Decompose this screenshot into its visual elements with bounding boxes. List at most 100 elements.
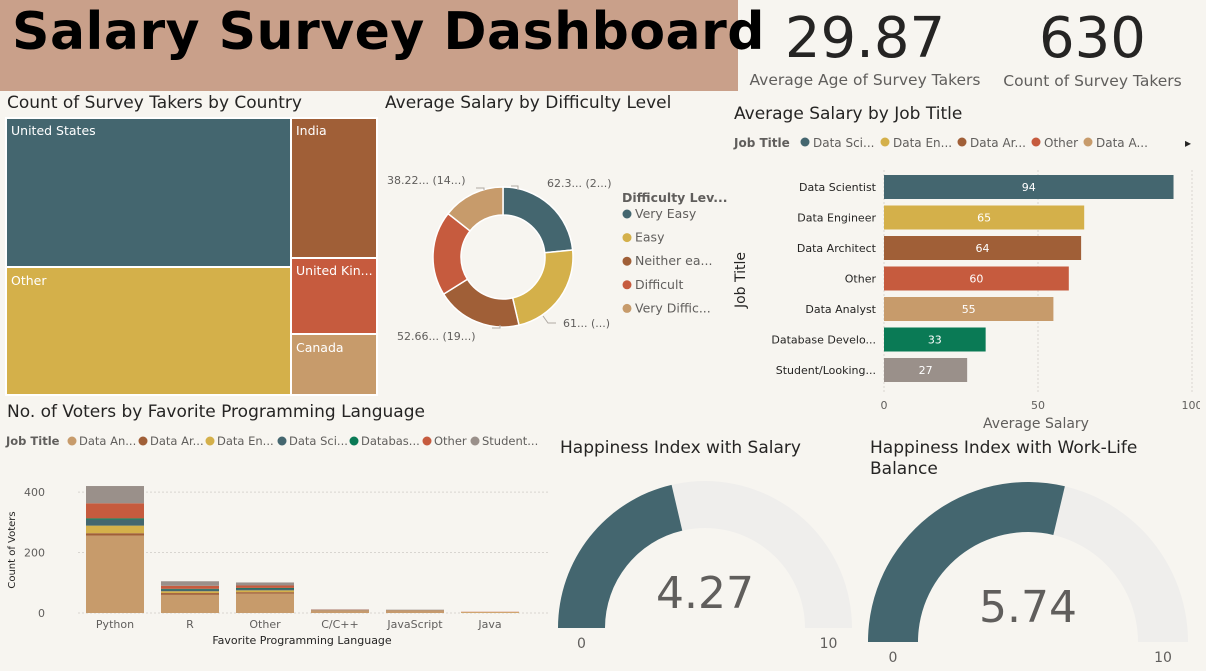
lang-bar-segment-r-other[interactable] [161, 585, 219, 589]
job-x-ticks: 0 50 100 [881, 399, 1201, 412]
donut-legend-item-very-diffic[interactable]: Very Diffic... [635, 300, 711, 315]
lang-y-axis-label: Count of Voters [7, 511, 18, 588]
job-bar-data-engineer[interactable] [884, 205, 1085, 230]
lang-bar-segment-r-data-ar[interactable] [161, 593, 219, 595]
lang-legend-item-data-sci[interactable]: Data Sci... [289, 434, 348, 448]
donut-legend: Very Easy Easy Neither ea... Difficult Very … [622, 206, 712, 315]
treemap-cell-canada[interactable] [290, 333, 378, 396]
job-bars: Data Scientist 94 Data Engineer 65 Data Arch… [771, 175, 1174, 382]
lang-bar-segment-r-student[interactable] [161, 581, 219, 586]
lang-bar-segment-other-data-an[interactable] [236, 593, 294, 613]
lang-bar-segment-python-student[interactable] [86, 486, 144, 504]
gauge-min-label: 0 [889, 650, 898, 666]
lang-bar-segment-python-data-an[interactable] [86, 535, 144, 613]
job-category-label: Other [845, 273, 877, 286]
job-category-label: Database Develo... [771, 334, 876, 347]
treemap-cell-uk[interactable] [290, 257, 378, 335]
job-legend-marker-other [1031, 137, 1041, 147]
donut-slice-easy[interactable] [511, 249, 574, 327]
title-banner [0, 0, 738, 91]
lang-bar-segment-java-data-an[interactable] [461, 612, 519, 613]
lang-legend-marker-other [422, 436, 432, 446]
lang-legend-marker-databas [349, 436, 359, 446]
job-legend-title: Job Title [733, 136, 790, 150]
donut-legend-marker-difficult [622, 280, 632, 290]
lang-bar-segment-r-databas[interactable] [161, 588, 219, 590]
donut-title: Average Salary by Difficulty Level [385, 93, 672, 113]
job-legend-item-data-a[interactable]: Data A... [1096, 136, 1148, 150]
job-legend-arrow[interactable]: ▸ [1185, 136, 1191, 150]
gauge-value-arc[interactable] [558, 484, 683, 628]
job-legend-marker-data-ar [957, 137, 967, 147]
lang-legend-item-student[interactable]: Student... [482, 434, 538, 448]
treemap-cell-india[interactable] [290, 117, 378, 259]
job-legend-item-data-sci[interactable]: Data Sci... [813, 136, 874, 150]
donut-legend-item-neither-ea[interactable]: Neither ea... [635, 253, 712, 268]
lang-bar-segment-r-data-sci[interactable] [161, 589, 219, 592]
job-bar-value-label: 64 [976, 242, 990, 255]
lang-legend-title: Job Title [5, 434, 60, 448]
job-legend-item-data-ar[interactable]: Data Ar... [970, 136, 1026, 150]
job-legend: Data Sci... Data En... Data Ar... Other Data… [800, 136, 1148, 150]
lang-bar-segment-other-data-ar[interactable] [236, 592, 294, 594]
lang-bar-segment-c-c-data-an[interactable] [311, 611, 369, 613]
donut-legend-item-difficult[interactable]: Difficult [635, 277, 683, 292]
donut-legend-item-easy[interactable]: Easy [635, 230, 665, 245]
donut-legend-item-very-easy[interactable]: Very Easy [635, 206, 697, 221]
lang-bar-segment-javascript-data-an[interactable] [386, 611, 444, 613]
treemap-label-india: India [296, 123, 327, 138]
lang-bar-title: No. of Voters by Favorite Programming La… [7, 402, 425, 422]
lang-legend-marker-data-ar [138, 436, 148, 446]
lang-bar-segment-python-databas[interactable] [86, 518, 144, 520]
gauge2-title: Happiness Index with Work-Life Balance [870, 438, 1138, 479]
lang-bar-segment-other-databas[interactable] [236, 587, 294, 589]
lang-bars [86, 486, 519, 613]
job-legend-item-data-en[interactable]: Data En... [893, 136, 952, 150]
lang-legend-item-data-ar[interactable]: Data Ar... [150, 434, 204, 448]
job-bar-value-label: 27 [919, 364, 933, 377]
job-category-label: Data Analyst [805, 303, 876, 316]
lang-x-tick: JavaScript [386, 618, 443, 631]
job-bar-database-develo[interactable] [884, 327, 986, 352]
lang-legend-item-other[interactable]: Other [434, 434, 467, 448]
gauge-value-arc[interactable] [868, 481, 1065, 642]
lang-bar-segment-other-data-en[interactable] [236, 590, 294, 593]
donut-data-label-neither: 52.66... (19...) [397, 330, 476, 343]
lang-legend-item-data-en[interactable]: Data En... [217, 434, 274, 448]
lang-y-tick: 0 [38, 607, 45, 620]
donut-slice-very-easy[interactable] [502, 186, 574, 254]
treemap-label-us: United States [11, 123, 96, 138]
job-bar-value-label: 94 [1022, 181, 1036, 194]
treemap-cell-other[interactable] [5, 266, 292, 396]
lang-bar-segment-other-data-sci[interactable] [236, 588, 294, 591]
kpi-average-age-value: 29.87 [784, 6, 946, 71]
donut-legend-title: Difficulty Lev... [622, 190, 728, 205]
job-bar-value-label: 65 [977, 212, 991, 225]
treemap-cell-us[interactable] [5, 117, 292, 268]
lang-legend-item-databas[interactable]: Databas... [361, 434, 420, 448]
gauge1-title: Happiness Index with Salary [560, 438, 801, 458]
lang-bar-segment-python-other[interactable] [86, 503, 144, 519]
treemap-title: Count of Survey Takers by Country [7, 93, 302, 113]
job-bar-data-analyst[interactable] [884, 297, 1054, 321]
job-x-axis-label: Average Salary [983, 416, 1089, 432]
job-bar-data-scientist[interactable] [884, 175, 1174, 199]
job-y-axis-label: Job Title [733, 252, 749, 309]
treemap-label-other: Other [11, 273, 47, 288]
lang-bar-segment-python-data-sci[interactable] [86, 519, 144, 526]
lang-bar-segment-r-data-en[interactable] [161, 591, 219, 594]
donut-chart: 62.3... (2...) 61... (...) 52.66... (19.… [387, 174, 728, 343]
lang-legend: Data An... Data Ar... Data En... Data Sci..… [67, 434, 538, 448]
lang-legend-item-data-an[interactable]: Data An... [79, 434, 136, 448]
lang-bar-segment-other-other[interactable] [236, 585, 294, 588]
job-legend-item-other[interactable]: Other [1044, 136, 1078, 150]
job-bar-data-architect[interactable] [884, 236, 1082, 260]
donut-slice-very-diffic[interactable] [447, 186, 504, 233]
lang-bar-segment-python-data-en[interactable] [86, 525, 144, 534]
lang-bar-segment-python-data-ar[interactable] [86, 533, 144, 536]
job-bar-other[interactable] [884, 266, 1069, 291]
job-bar-student-looking[interactable] [884, 358, 968, 382]
lang-bar-segment-r-data-an[interactable] [161, 594, 219, 613]
lang-bar-segment-other-student[interactable] [236, 582, 294, 586]
lang-bar-segment-c-c-other[interactable] [311, 609, 369, 611]
